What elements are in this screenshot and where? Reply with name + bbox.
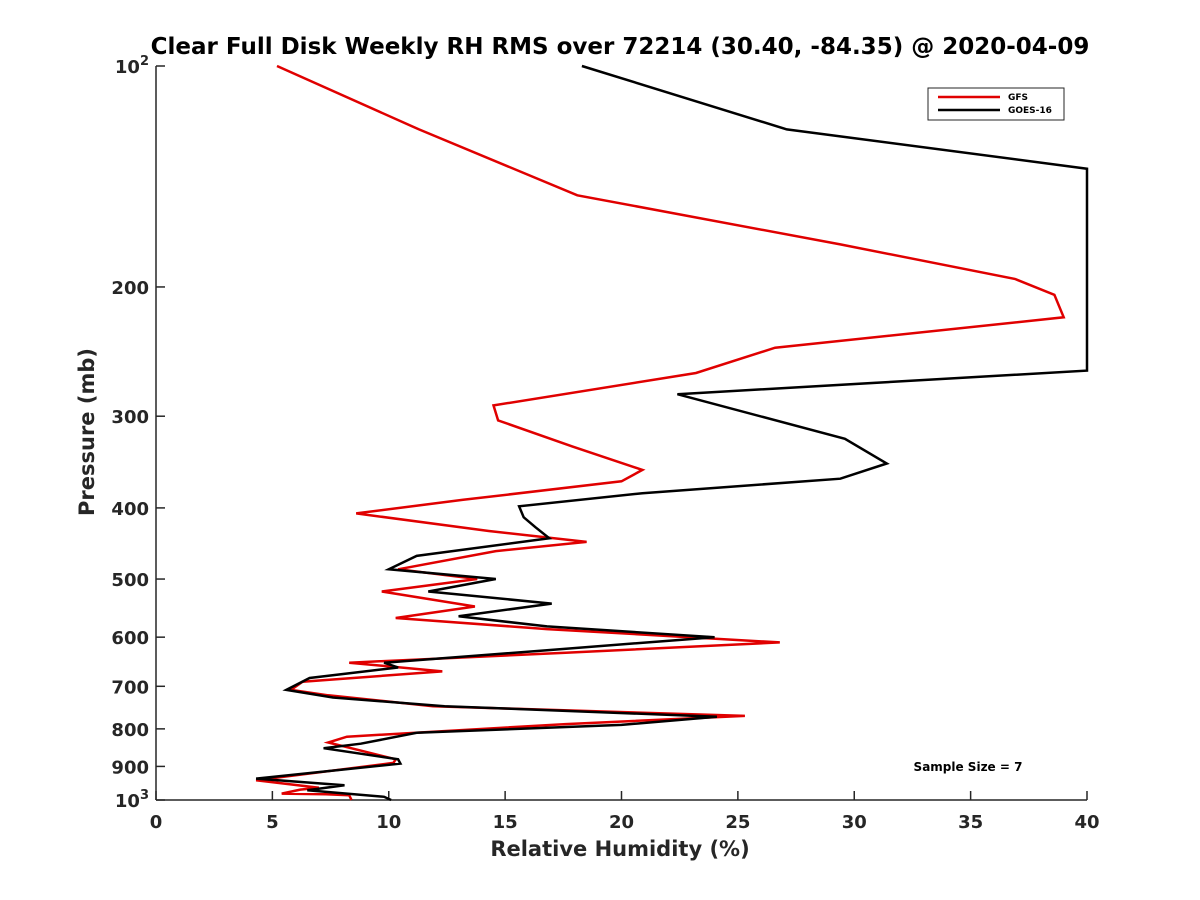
y-tick-label: 300: [111, 407, 149, 428]
y-tick-label: 700: [111, 677, 149, 698]
y-tick-label: 600: [111, 628, 149, 649]
x-tick-label: 25: [725, 812, 750, 833]
y-tick-label: 400: [111, 499, 149, 520]
x-tick-label: 15: [493, 812, 518, 833]
x-tick-label: 10: [376, 812, 401, 833]
y-tick-label: 103: [115, 788, 149, 812]
y-tick-label: 102: [115, 54, 149, 78]
x-tick-label: 20: [609, 812, 634, 833]
series-group: [255, 64, 1089, 802]
x-tick-label: 0: [150, 812, 163, 833]
x-tick-label: 30: [842, 812, 867, 833]
y-tick-label: 900: [111, 757, 149, 778]
x-tick-label: 35: [958, 812, 983, 833]
legend-box: [927, 87, 1065, 121]
y-tick-base: 10: [115, 791, 140, 812]
legend-label-goes16: GOES-16: [1008, 106, 1052, 116]
series-line-gfs: [255, 64, 1066, 801]
y-axis-label: Pressure (mb): [75, 348, 99, 516]
y-tick-exponent: 3: [140, 788, 149, 803]
x-tick-label: 40: [1074, 812, 1099, 833]
y-tick-label: 800: [111, 720, 149, 741]
series-line-goes-16: [255, 64, 1089, 802]
sample-size-annotation: Sample Size = 7: [914, 760, 1023, 774]
x-ticks: 0 5 10 15 20 25 30 35 40: [150, 791, 1100, 833]
x-axis-label: Relative Humidity (%): [490, 837, 749, 861]
y-tick-label: 500: [111, 570, 149, 591]
legend: GFS GOES-16: [927, 87, 1065, 121]
y-tick-exponent: 2: [140, 54, 149, 69]
x-tick-label: 5: [266, 812, 279, 833]
y-tick-base: 10: [115, 57, 140, 78]
chart-title: Clear Full Disk Weekly RH RMS over 72214…: [151, 34, 1090, 60]
y-tick-label: 200: [111, 278, 149, 299]
legend-label-gfs: GFS: [1008, 93, 1028, 103]
